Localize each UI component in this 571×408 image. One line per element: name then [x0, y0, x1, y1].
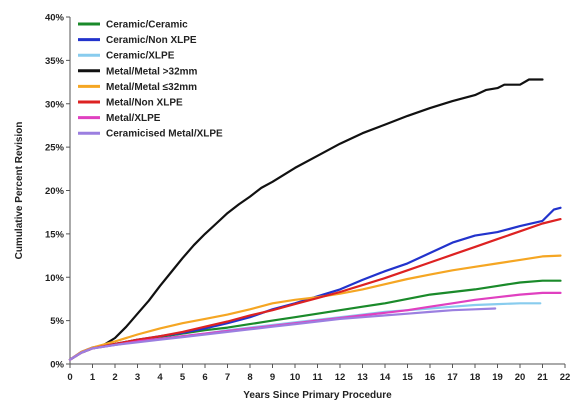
x-tick-label: 11 — [312, 372, 323, 383]
legend-label: Metal/Non XLPE — [106, 98, 183, 109]
x-tick-label: 9 — [270, 372, 275, 383]
series-line-6 — [68, 218, 562, 361]
y-tick-label: 25% — [45, 143, 65, 154]
x-tick-label: 7 — [225, 372, 230, 383]
legend-label: Ceramic/Ceramic — [106, 20, 188, 31]
legend-label: Metal/XLPE — [106, 113, 161, 124]
x-tick-label: 16 — [425, 372, 436, 383]
series-line-8 — [68, 307, 497, 361]
y-tick-label: 5% — [50, 316, 64, 327]
series-line-7 — [68, 291, 562, 361]
y-tick-label: 40% — [45, 13, 65, 24]
x-tick-label: 4 — [157, 372, 163, 383]
series-lines — [68, 78, 562, 361]
x-tick-label: 22 — [560, 372, 571, 383]
x-tick-label: 20 — [515, 372, 526, 383]
y-tick-label: 35% — [45, 56, 65, 67]
y-tick-label: 30% — [45, 99, 65, 110]
legend-label: Metal/Metal >32mm — [106, 66, 198, 77]
x-tick-label: 8 — [247, 372, 252, 383]
x-axis-title: Years Since Primary Procedure — [243, 390, 392, 401]
legend-label: Metal/Metal ≤32mm — [106, 82, 197, 93]
series-line-5 — [68, 254, 562, 361]
x-tick-label: 13 — [357, 372, 368, 383]
legend: Ceramic/Ceramic Ceramic/Non XLPE Ceramic/X… — [78, 20, 223, 140]
y-tick-label: 15% — [45, 229, 65, 240]
x-tick-label: 6 — [202, 372, 207, 383]
y-axis-title: Cumulative Percent Revision — [14, 122, 25, 260]
y-tick-label: 0% — [50, 360, 64, 371]
legend-label: Ceramic/XLPE — [106, 51, 175, 62]
x-tick-label: 10 — [290, 372, 301, 383]
x-tick-label: 21 — [537, 372, 548, 383]
x-tick-label: 18 — [470, 372, 481, 383]
x-tick-label: 2 — [112, 372, 117, 383]
y-tick-label: 10% — [45, 273, 65, 284]
x-axis-ticks: 0 1 2 3 4 5 6 7 8 9 10 11 12 13 14 15 16 17 18 19 20 21 22 — [67, 364, 570, 383]
x-tick-label: 3 — [135, 372, 140, 383]
x-tick-label: 19 — [492, 372, 503, 383]
legend-label: Ceramic/Non XLPE — [106, 35, 197, 46]
x-tick-label: 1 — [90, 372, 96, 383]
legend-label: Ceramicised Metal/XLPE — [106, 129, 223, 140]
y-tick-label: 20% — [45, 186, 65, 197]
x-tick-label: 12 — [335, 372, 346, 383]
x-tick-label: 15 — [402, 372, 413, 383]
series-line-2 — [68, 206, 562, 361]
y-axis-ticks: 0% 5% 10% 15% 20% 25% 30% 35% 40% — [45, 13, 70, 371]
x-tick-label: 17 — [447, 372, 458, 383]
x-tick-label: 5 — [180, 372, 186, 383]
series-line-4 — [68, 78, 544, 361]
x-tick-label: 14 — [380, 372, 391, 383]
x-tick-label: 0 — [67, 372, 72, 383]
